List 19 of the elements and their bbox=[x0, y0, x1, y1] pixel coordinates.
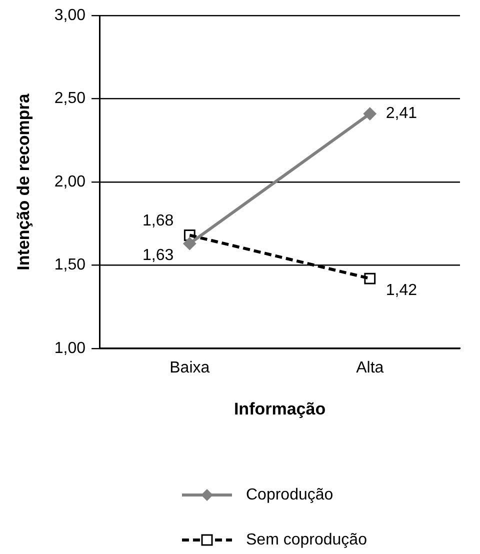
point bbox=[183, 237, 196, 250]
y-tick-label: 2,50 bbox=[54, 90, 86, 108]
y-axis-title: Intenção de recompra bbox=[14, 93, 33, 270]
data-label: 1,68 bbox=[142, 212, 174, 230]
y-tick-label: 3,00 bbox=[54, 7, 86, 24]
legend-label: Coprodução bbox=[246, 486, 334, 504]
point bbox=[363, 107, 376, 120]
x-tick-label: Alta bbox=[356, 359, 384, 376]
y-tick-label: 2,00 bbox=[54, 173, 86, 190]
x-tick-label: Baixa bbox=[170, 359, 210, 376]
point bbox=[184, 230, 196, 241]
y-tick-label: 1,50 bbox=[54, 256, 86, 274]
legend-label: Sem coprodução bbox=[246, 531, 368, 548]
point bbox=[364, 272, 376, 284]
data-label: 2,41 bbox=[386, 105, 418, 122]
data-label: 1,63 bbox=[142, 246, 174, 264]
y-tick-label: 1,00 bbox=[54, 340, 86, 357]
data-label: 1,42 bbox=[386, 282, 418, 299]
x-axis-title: Informação bbox=[234, 399, 326, 418]
